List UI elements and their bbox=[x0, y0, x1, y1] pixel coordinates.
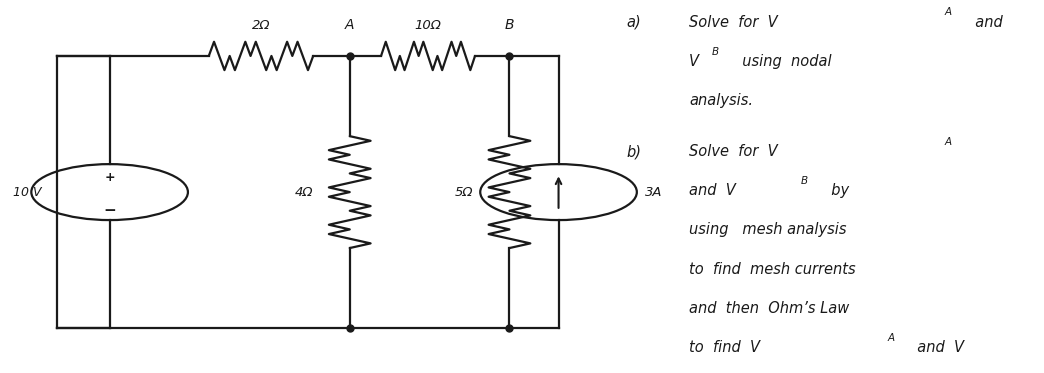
Text: B: B bbox=[712, 47, 719, 57]
Text: to  find  V: to find V bbox=[689, 340, 760, 355]
Text: and  V: and V bbox=[908, 340, 965, 355]
Text: V: V bbox=[689, 54, 699, 69]
Text: analysis.: analysis. bbox=[689, 93, 753, 108]
Text: −: − bbox=[103, 203, 116, 218]
Text: using   mesh analysis: using mesh analysis bbox=[689, 222, 847, 238]
Text: and  then  Ohm’s Law: and then Ohm’s Law bbox=[689, 301, 849, 316]
Text: Solve  for  V: Solve for V bbox=[689, 15, 778, 30]
Text: b): b) bbox=[626, 144, 641, 159]
Text: 5Ω: 5Ω bbox=[454, 186, 473, 198]
Text: 2Ω: 2Ω bbox=[252, 19, 270, 32]
Text: 3A: 3A bbox=[645, 186, 663, 198]
Text: 10Ω: 10Ω bbox=[414, 19, 442, 32]
Text: to  find  mesh currents: to find mesh currents bbox=[689, 262, 856, 277]
Text: A: A bbox=[345, 18, 355, 32]
Text: A: A bbox=[887, 333, 895, 342]
Text: and  V: and V bbox=[689, 184, 736, 198]
Text: A: A bbox=[945, 137, 952, 147]
Text: a): a) bbox=[626, 15, 641, 30]
Text: using  nodal: using nodal bbox=[733, 54, 831, 69]
Text: and: and bbox=[966, 15, 1002, 30]
Text: A: A bbox=[945, 7, 952, 18]
Text: 10 V: 10 V bbox=[14, 186, 42, 198]
Text: B: B bbox=[801, 176, 808, 186]
Text: by: by bbox=[822, 184, 849, 198]
Text: Solve  for  V: Solve for V bbox=[689, 144, 778, 159]
Text: +: + bbox=[104, 171, 115, 184]
Text: B: B bbox=[504, 18, 515, 32]
Text: 4Ω: 4Ω bbox=[294, 186, 313, 198]
